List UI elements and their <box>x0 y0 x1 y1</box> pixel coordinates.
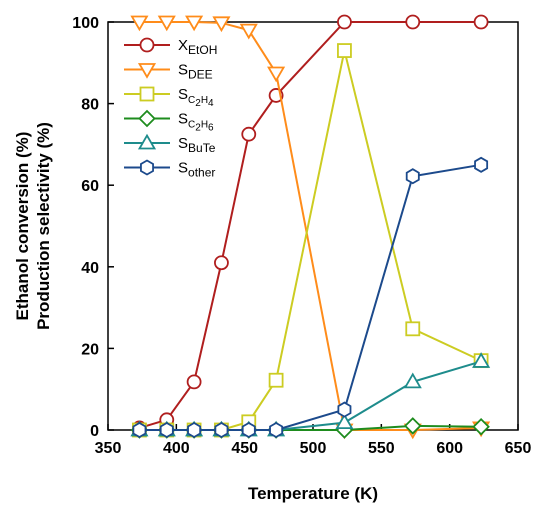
axes: 350 400 450 500 550 600 650 0 20 40 60 80 100 <box>72 15 531 457</box>
series-line <box>139 50 482 431</box>
marker-circle <box>405 14 421 30</box>
marker-circle <box>241 126 257 142</box>
y-axis-title-line-1: Ethanol conversion (%) <box>13 132 32 321</box>
y-tick-label: 60 <box>81 178 99 195</box>
y-axis-title-line-2: Production selectivity (%) <box>34 122 53 330</box>
marker-triangle-up <box>472 352 491 368</box>
x-tick-label: 400 <box>163 440 190 457</box>
legend-label: SC2H6 <box>178 111 214 134</box>
marker-triangle-down <box>239 23 258 40</box>
series-line <box>139 21 482 431</box>
marker-square <box>337 43 352 58</box>
marker-triangle-down <box>212 16 231 33</box>
x-tick-label: 550 <box>368 440 395 457</box>
plot-series <box>130 14 491 440</box>
marker-triangle-down <box>157 15 176 32</box>
legend-entry-XEtOH: XEtOH <box>124 37 217 57</box>
legend-label: SC2H4 <box>178 86 214 109</box>
series-line <box>139 21 482 429</box>
marker-triangle-down <box>130 15 149 32</box>
marker-square <box>405 321 421 337</box>
marker-hexagon <box>269 421 284 439</box>
x-tick-label: 600 <box>436 440 463 457</box>
marker-hexagon <box>159 421 174 439</box>
marker-square <box>139 86 155 102</box>
y-tick-label: 80 <box>81 97 99 114</box>
x-tick-label: 650 <box>505 440 532 457</box>
marker-square <box>268 372 284 388</box>
marker-triangle-up <box>335 413 354 430</box>
marker-hexagon <box>140 159 154 176</box>
marker-diamond <box>472 417 490 436</box>
marker-diamond <box>138 109 156 128</box>
marker-triangle-up <box>137 133 157 150</box>
legend-entry-SBuTe: SBuTe <box>124 133 216 155</box>
series-line <box>139 163 482 431</box>
marker-triangle-down <box>185 15 204 32</box>
marker-triangle-up <box>403 372 422 389</box>
marker-hexagon <box>214 421 229 439</box>
marker-diamond <box>403 417 422 435</box>
y-tick-label: 100 <box>72 15 99 32</box>
marker-hexagon <box>405 168 420 185</box>
legend-entry-SC2H4: SC2H4 <box>124 86 214 109</box>
y-tick-label: 20 <box>81 341 99 358</box>
legend-entry-Sother: Sother <box>124 159 215 180</box>
marker-triangle-down <box>267 66 286 83</box>
legend-label: SDEE <box>178 62 213 82</box>
marker-circle <box>186 374 202 390</box>
y-tick-label: 40 <box>81 260 99 277</box>
marker-hexagon <box>337 401 352 418</box>
marker-circle <box>139 37 155 53</box>
marker-hexagon <box>241 421 256 439</box>
marker-hexagon <box>132 421 147 439</box>
legend-entry-SDEE: SDEE <box>124 62 213 82</box>
x-tick-label: 450 <box>231 440 258 457</box>
x-tick-label: 350 <box>95 440 122 457</box>
marker-circle <box>337 14 352 30</box>
marker-hexagon <box>474 156 489 173</box>
marker-circle <box>214 255 229 271</box>
legend-label: Sother <box>178 160 215 180</box>
y-tick-label: 0 <box>90 423 99 440</box>
series-XEtOH <box>132 14 489 436</box>
x-tick-label: 500 <box>300 440 327 457</box>
marker-hexagon <box>187 421 202 439</box>
legend-entry-SC2H6: SC2H6 <box>124 109 214 134</box>
legend-label: SBuTe <box>178 135 216 155</box>
x-axis-title: Temperature (K) <box>248 484 378 503</box>
marker-triangle-down <box>137 63 157 79</box>
legend-label: XEtOH <box>178 37 217 57</box>
marker-circle <box>473 14 489 30</box>
series-SC2H6 <box>130 417 490 439</box>
series-Sother <box>132 156 489 439</box>
